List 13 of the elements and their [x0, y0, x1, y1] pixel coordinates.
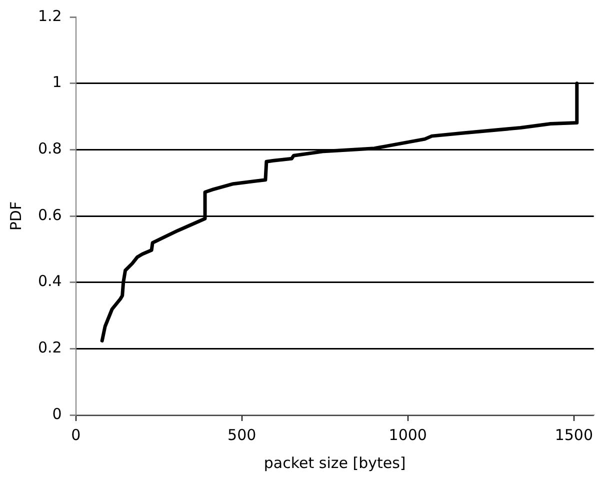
- x-tick-label: 500: [228, 426, 256, 444]
- x-tick-label: 0: [71, 426, 81, 444]
- y-tick-label: 0: [52, 404, 62, 423]
- y-tick-label: 0.2: [38, 338, 62, 357]
- y-tick-label: 0.6: [38, 206, 62, 224]
- y-tick-label: 1.2: [38, 6, 62, 25]
- x-tick-label: 1500: [554, 426, 594, 444]
- x-tick-label: 1000: [388, 426, 427, 444]
- y-tick-label: 0.4: [38, 272, 62, 290]
- y-tick-label: 1: [52, 73, 62, 92]
- y-axis-title: PDF: [6, 201, 25, 231]
- y-tick-label: 0.8: [38, 140, 62, 158]
- x-axis-title: packet size [bytes]: [264, 454, 406, 472]
